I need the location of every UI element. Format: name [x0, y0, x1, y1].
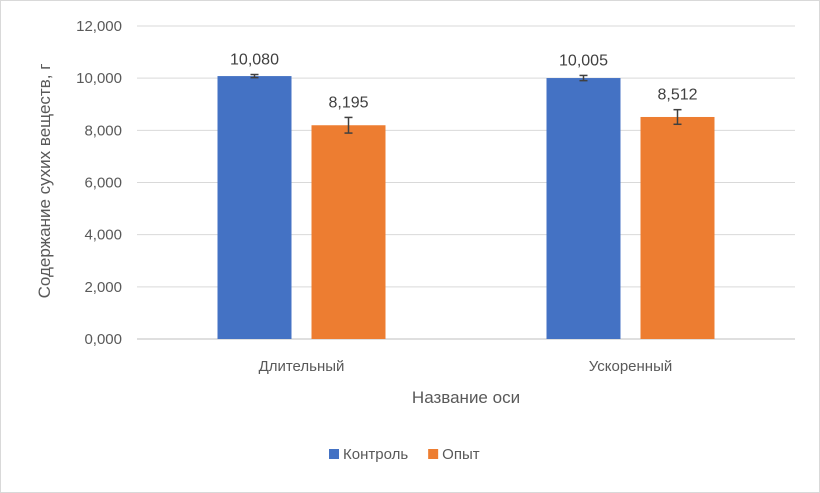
legend-swatch: [329, 449, 339, 459]
data-label: 10,005: [559, 52, 608, 69]
y-tick-label: 2,000: [84, 279, 122, 296]
x-category-label: Длительный: [259, 358, 345, 375]
x-axis-title: Название оси: [412, 388, 520, 407]
error-bar: [250, 73, 259, 79]
legend-label: Опыт: [442, 446, 480, 463]
legend: Контроль Опыт: [329, 446, 480, 463]
x-category-label: Ускоренный: [589, 358, 673, 375]
y-axis-title: Содержание сухих веществ, г: [35, 64, 54, 299]
bar: [311, 125, 386, 339]
y-tick-label: 8,000: [84, 122, 122, 139]
y-axis-ticks: 0,000 2,000 4,000 6,000 8,000 10,000 12,000: [76, 18, 122, 348]
y-tick-label: 12,000: [76, 18, 122, 35]
legend-swatch: [428, 449, 439, 459]
bar: [217, 76, 292, 339]
data-label: 10,080: [230, 52, 279, 69]
bar: [546, 78, 621, 339]
bar: [640, 116, 715, 339]
y-tick-label: 10,000: [76, 70, 122, 87]
data-labels: 10,080 8,195 10,005 8,512: [230, 52, 698, 112]
legend-item: Контроль: [329, 446, 408, 463]
y-tick-label: 0,000: [84, 331, 122, 348]
error-bar: [579, 74, 588, 82]
data-label: 8,195: [328, 94, 368, 111]
legend-label: Контроль: [343, 446, 408, 463]
y-tick-label: 4,000: [84, 227, 122, 244]
bars: [217, 76, 715, 339]
legend-item: Опыт: [428, 446, 480, 463]
data-label: 8,512: [657, 87, 697, 104]
x-axis-categories: Длительный Ускоренный: [259, 358, 673, 375]
error-bars: [250, 73, 682, 134]
error-bar: [673, 108, 682, 126]
y-tick-label: 6,000: [84, 175, 122, 192]
error-bar: [344, 116, 353, 134]
